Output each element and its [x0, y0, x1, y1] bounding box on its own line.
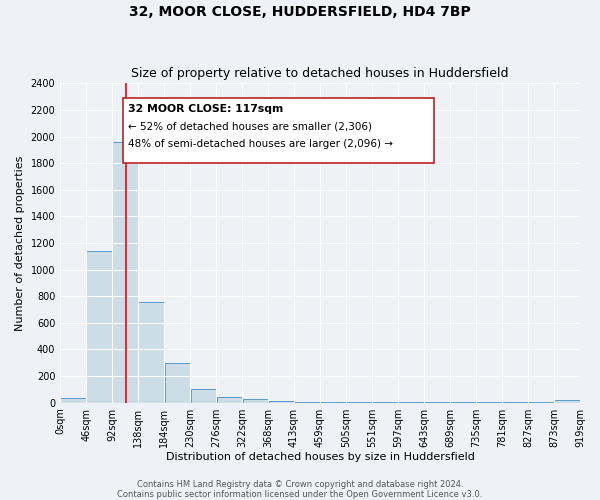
- Text: ← 52% of detached houses are smaller (2,306): ← 52% of detached houses are smaller (2,…: [128, 122, 372, 132]
- Bar: [191, 390, 216, 402]
- Bar: [61, 398, 86, 402]
- Bar: [164, 364, 190, 403]
- Bar: [269, 400, 294, 402]
- Bar: [217, 396, 242, 402]
- Bar: [86, 251, 112, 402]
- Title: Size of property relative to detached houses in Huddersfield: Size of property relative to detached ho…: [131, 66, 509, 80]
- Bar: [122, 98, 434, 164]
- X-axis label: Distribution of detached houses by size in Huddersfield: Distribution of detached houses by size …: [166, 452, 475, 462]
- Text: 32 MOOR CLOSE: 117sqm: 32 MOOR CLOSE: 117sqm: [128, 104, 283, 114]
- Text: 48% of semi-detached houses are larger (2,096) →: 48% of semi-detached houses are larger (…: [128, 140, 393, 149]
- Bar: [112, 142, 138, 403]
- Bar: [242, 400, 268, 402]
- Text: 32, MOOR CLOSE, HUDDERSFIELD, HD4 7BP: 32, MOOR CLOSE, HUDDERSFIELD, HD4 7BP: [129, 5, 471, 19]
- Bar: [554, 400, 580, 402]
- Text: Contains HM Land Registry data © Crown copyright and database right 2024.
Contai: Contains HM Land Registry data © Crown c…: [118, 480, 482, 499]
- Bar: [139, 302, 164, 402]
- Y-axis label: Number of detached properties: Number of detached properties: [15, 156, 25, 331]
